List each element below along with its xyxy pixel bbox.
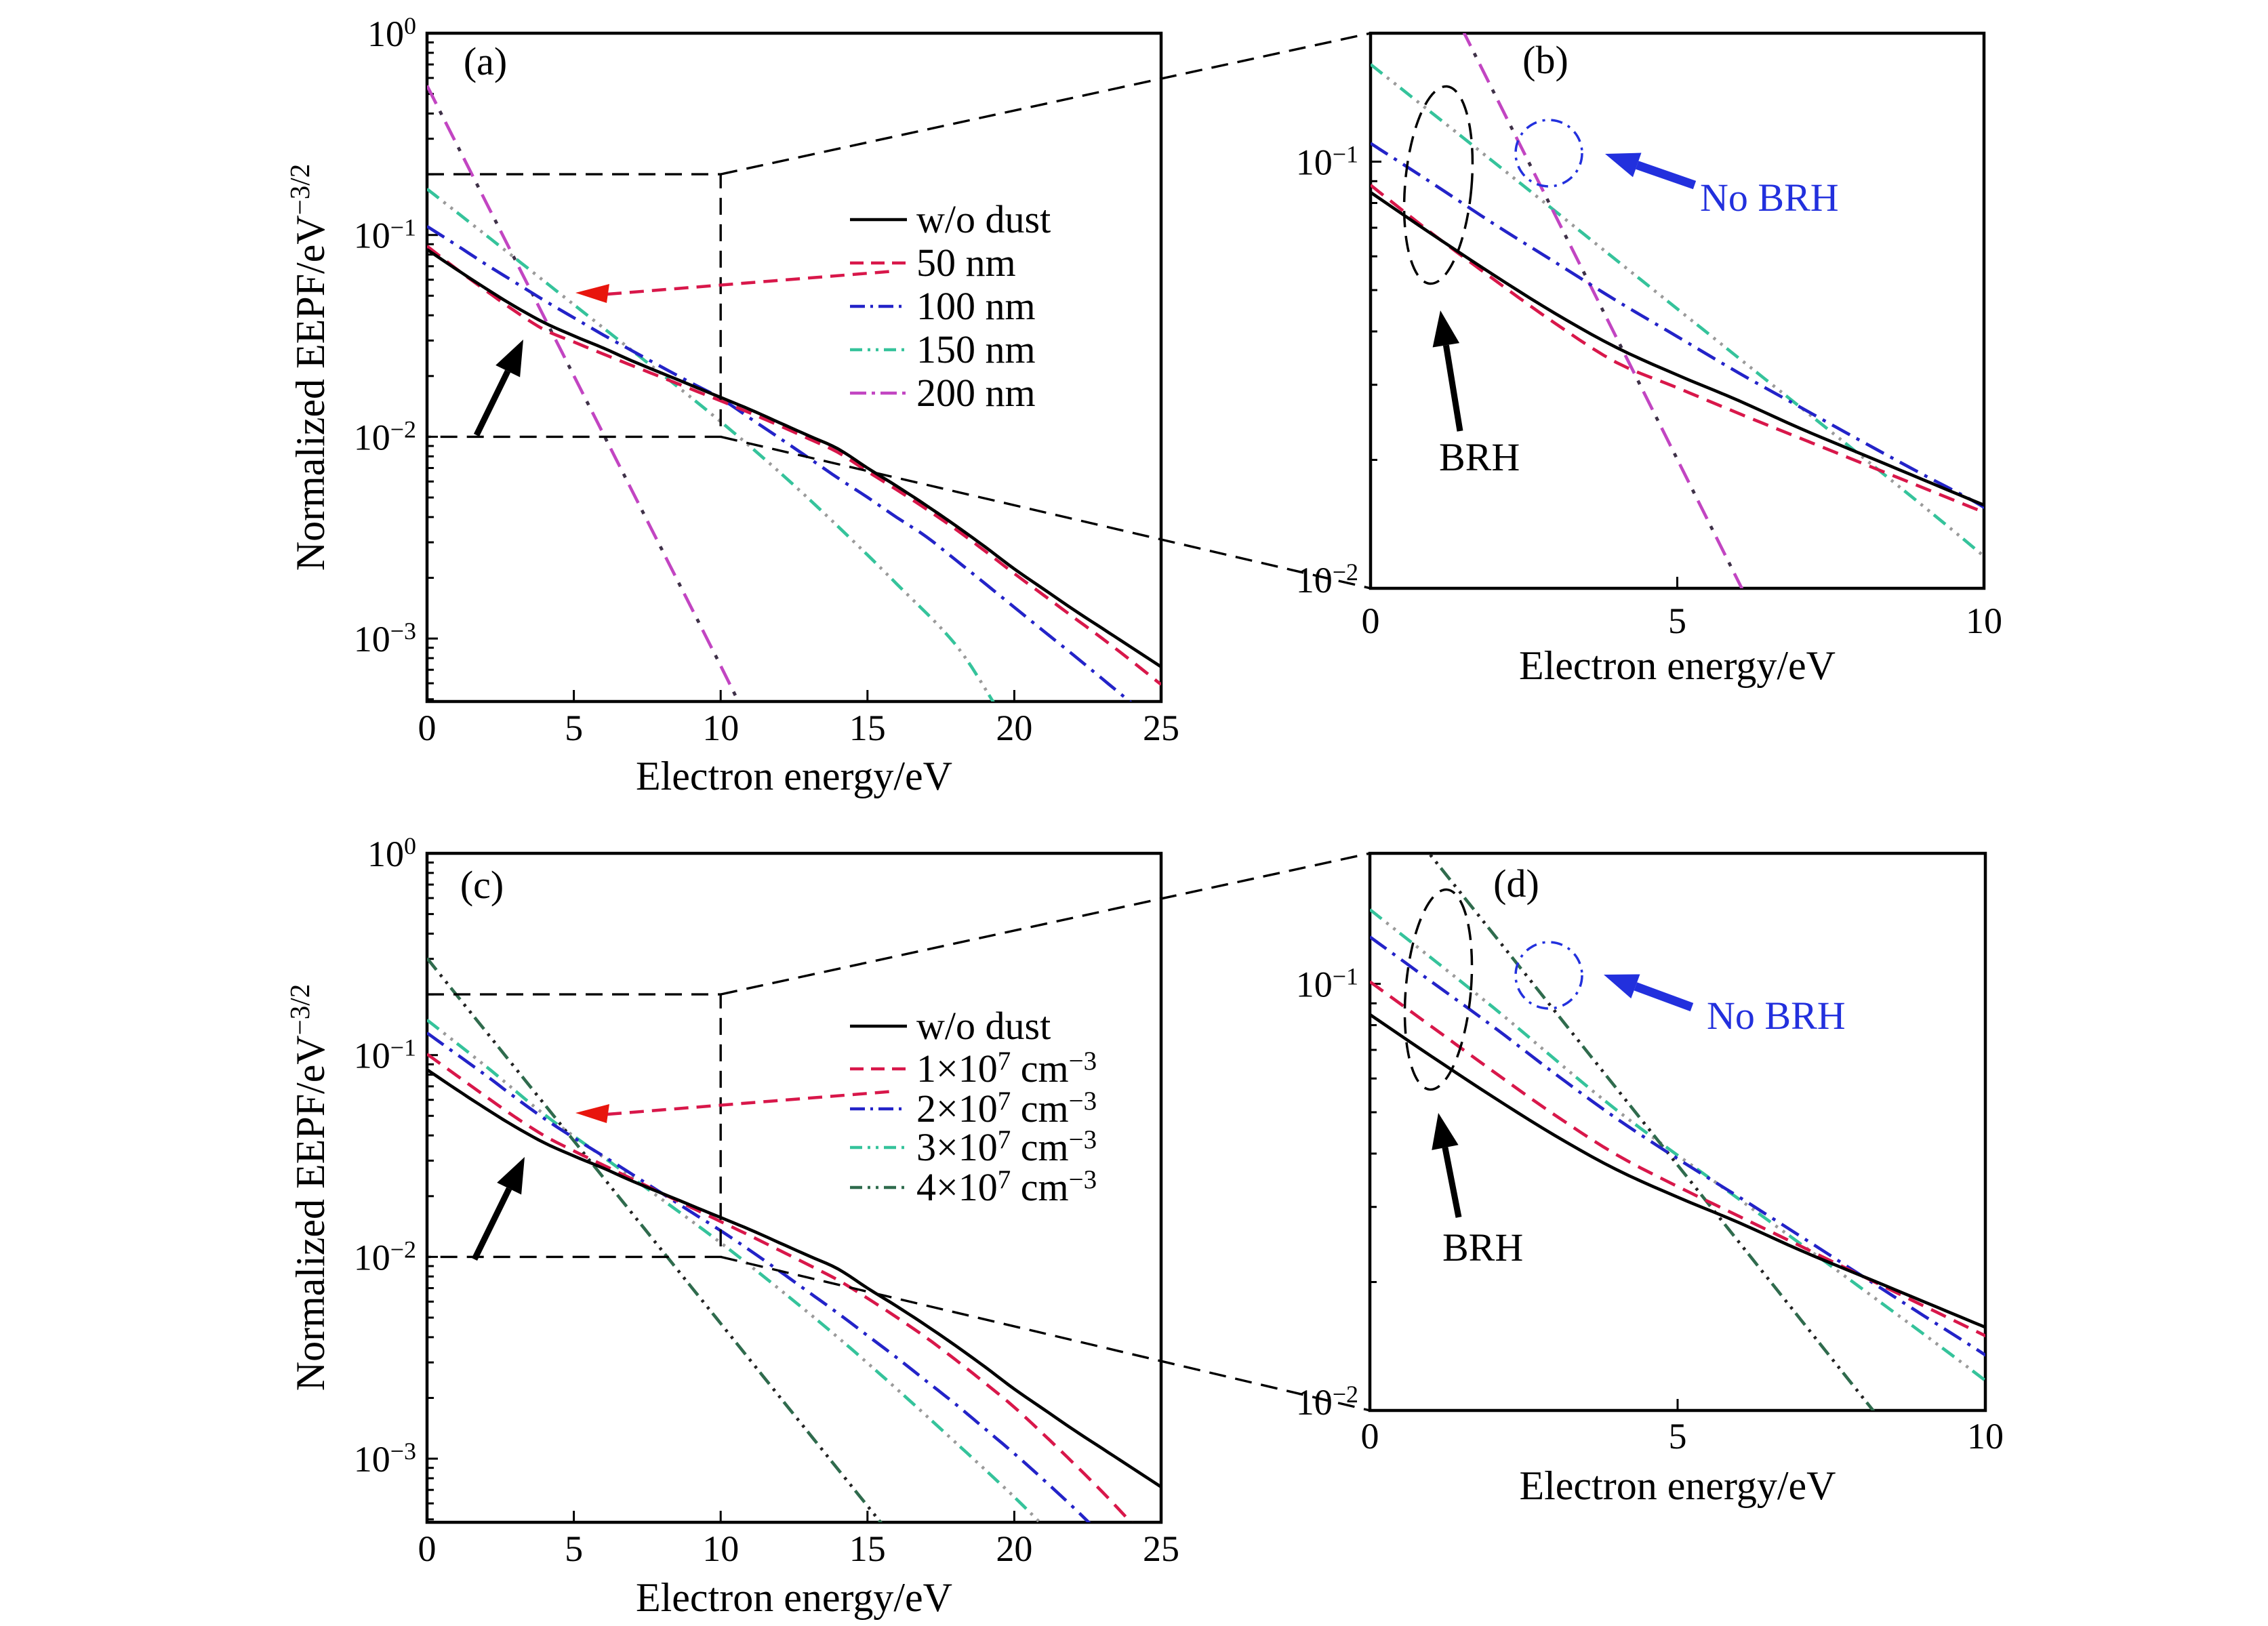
svg-text:50 nm: 50 nm <box>916 241 1016 285</box>
svg-text:Normalized EEPF/eV−3/2: Normalized EEPF/eV−3/2 <box>284 984 333 1391</box>
svg-text:10: 10 <box>702 708 739 748</box>
svg-text:BRH: BRH <box>1442 1225 1523 1269</box>
svg-text:10: 10 <box>1966 601 2002 641</box>
svg-text:5: 5 <box>565 708 583 748</box>
svg-text:0: 0 <box>418 1528 437 1569</box>
svg-text:Electron energy/eV: Electron energy/eV <box>636 754 952 798</box>
svg-text:15: 15 <box>849 1528 886 1569</box>
svg-text:20: 20 <box>996 708 1032 748</box>
svg-text:150 nm: 150 nm <box>916 327 1036 371</box>
svg-text:(c): (c) <box>460 863 504 907</box>
svg-text:0: 0 <box>1361 1416 1379 1457</box>
svg-text:Electron energy/eV: Electron energy/eV <box>1519 1463 1836 1508</box>
svg-text:5: 5 <box>1669 1416 1687 1457</box>
svg-text:w/o dust: w/o dust <box>916 1004 1051 1048</box>
svg-text:10−3: 10−3 <box>354 1438 416 1480</box>
svg-text:0: 0 <box>418 708 437 748</box>
svg-text:5: 5 <box>1668 601 1686 641</box>
svg-text:Electron energy/eV: Electron energy/eV <box>1519 643 1836 688</box>
svg-text:Normalized EEPF/eV−3/2: Normalized EEPF/eV−3/2 <box>284 164 333 571</box>
svg-text:25: 25 <box>1143 708 1179 748</box>
svg-text:15: 15 <box>849 708 886 748</box>
svg-text:BRH: BRH <box>1439 435 1520 479</box>
svg-text:0: 0 <box>1362 601 1380 641</box>
svg-text:1×107 cm−3: 1×107 cm−3 <box>916 1046 1097 1091</box>
svg-text:10−2: 10−2 <box>354 415 416 458</box>
svg-text:(b): (b) <box>1522 38 1568 82</box>
svg-text:(d): (d) <box>1493 861 1539 906</box>
svg-text:No BRH: No BRH <box>1707 994 1846 1038</box>
svg-text:200 nm: 200 nm <box>916 371 1036 415</box>
svg-text:10: 10 <box>1967 1416 2004 1457</box>
svg-text:2×107 cm−3: 2×107 cm−3 <box>916 1086 1097 1131</box>
svg-text:10−2: 10−2 <box>1296 1381 1358 1423</box>
svg-text:(a): (a) <box>464 39 507 83</box>
svg-text:25: 25 <box>1143 1528 1179 1569</box>
svg-text:10−2: 10−2 <box>1296 558 1358 601</box>
svg-text:20: 20 <box>996 1528 1032 1569</box>
svg-text:w/o dust: w/o dust <box>916 197 1051 241</box>
svg-text:Electron energy/eV: Electron energy/eV <box>636 1575 952 1620</box>
svg-text:No BRH: No BRH <box>1700 176 1839 220</box>
svg-text:100 nm: 100 nm <box>916 284 1036 328</box>
svg-text:5: 5 <box>565 1528 583 1569</box>
svg-text:10: 10 <box>702 1528 739 1569</box>
svg-text:3×107 cm−3: 3×107 cm−3 <box>916 1125 1097 1169</box>
